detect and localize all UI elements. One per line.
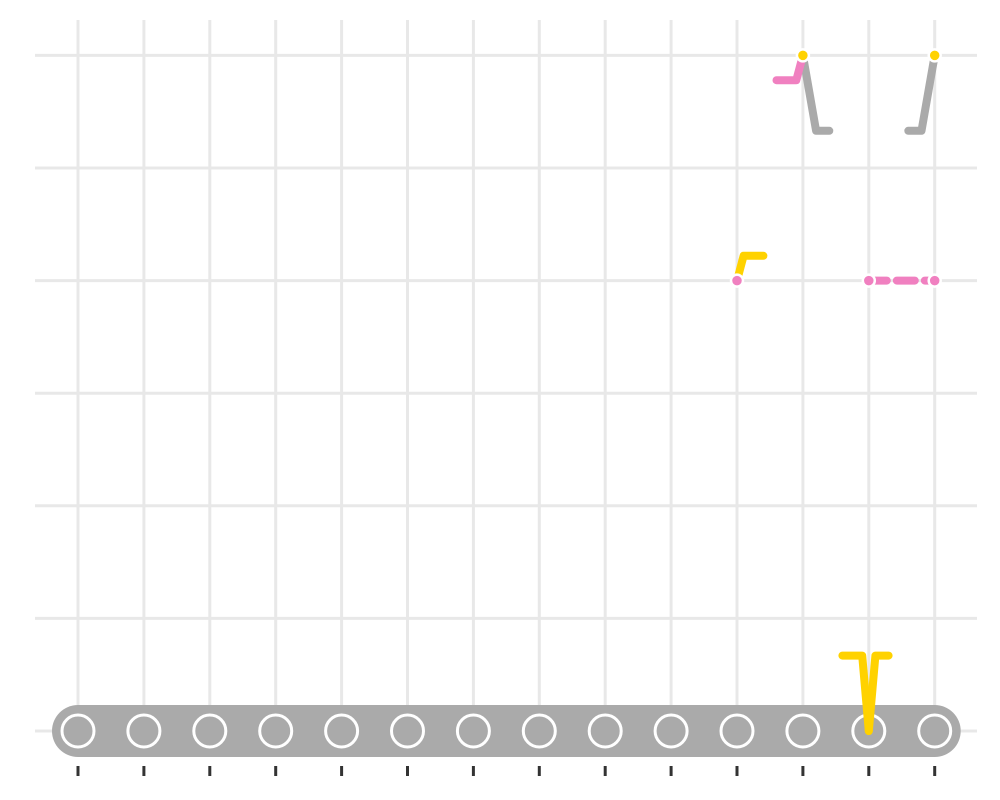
baseline-node bbox=[60, 713, 96, 749]
series-segment-yellow bbox=[733, 251, 768, 285]
segment-layer bbox=[733, 51, 939, 735]
track-layer bbox=[52, 705, 961, 757]
baseline-node bbox=[917, 713, 953, 749]
baseline-node bbox=[587, 713, 623, 749]
marker-layer bbox=[729, 48, 942, 288]
baseline-node bbox=[653, 713, 689, 749]
baseline-node bbox=[521, 713, 557, 749]
baseline-node bbox=[126, 713, 162, 749]
baseline-node bbox=[258, 713, 294, 749]
grid-layer bbox=[35, 20, 977, 750]
tick-layer bbox=[76, 766, 937, 776]
series-segment-gray bbox=[798, 51, 834, 135]
data-point-pink bbox=[729, 273, 745, 288]
series-segment-yellow bbox=[838, 651, 873, 735]
baseline-node bbox=[324, 713, 360, 749]
baseline-node bbox=[390, 713, 425, 749]
data-point-yellow bbox=[927, 48, 942, 63]
data-point-pink bbox=[927, 273, 942, 288]
series-segment-yellow bbox=[864, 651, 893, 735]
baseline-node bbox=[719, 713, 755, 749]
baseline-node bbox=[455, 713, 491, 749]
baseline-node bbox=[785, 713, 821, 749]
data-point-pink bbox=[861, 273, 877, 288]
baseline-node bbox=[192, 713, 228, 749]
series-segment-gray bbox=[904, 51, 939, 135]
series-segment-pink bbox=[772, 51, 807, 85]
data-point-yellow bbox=[795, 48, 811, 63]
